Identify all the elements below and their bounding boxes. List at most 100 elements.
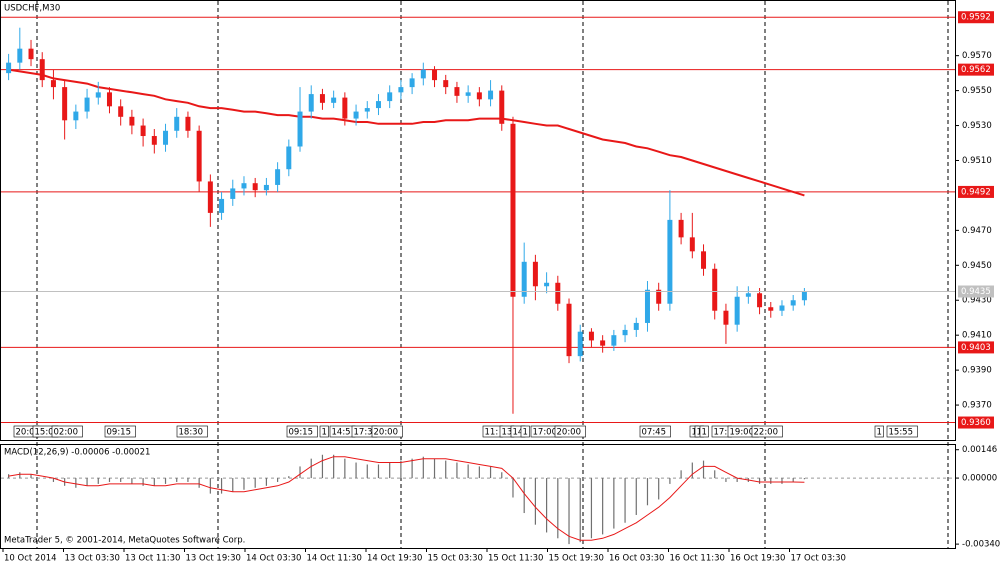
candle-body [555, 282, 561, 304]
event-label: 15:0 [35, 428, 54, 438]
candle-body [801, 291, 807, 301]
candle-body [140, 125, 146, 137]
level-label: 0.9492 [961, 187, 991, 197]
candle-body [521, 261, 527, 297]
event-label: 20:0 [16, 428, 35, 438]
candle-body [39, 59, 45, 81]
y-tick-label: 0.9430 [962, 296, 992, 306]
level-label: 0.9360 [961, 418, 991, 428]
x-tick-label: 16 Oct 03:30 [609, 554, 664, 564]
event-label: 14 [513, 428, 524, 438]
x-tick-label: 15 Oct 03:30 [428, 554, 483, 564]
event-label-box [886, 425, 918, 438]
event-label: 1 [702, 428, 707, 438]
footer: MetaTrader 5, © 2001-2014, MetaQuotes So… [4, 536, 245, 546]
x-tick-label: 14 Oct 11:30 [307, 554, 362, 564]
candle-body [50, 80, 56, 88]
candle-body [62, 87, 68, 121]
macd-title: MACD(12,26,9) -0.00006 -0.00021 [4, 448, 150, 458]
y-tick-label: 0.9550 [962, 86, 992, 96]
candle-body [308, 94, 314, 112]
candle-body [185, 116, 191, 131]
candle-body [84, 97, 90, 112]
event-label: 20:00 [374, 428, 399, 438]
event-label-box [874, 425, 884, 438]
candle-body [319, 94, 325, 103]
moving-average [8, 68, 805, 197]
x-tick-label: 13 Oct 11:30 [125, 554, 180, 564]
candle-body [409, 78, 415, 88]
event-label: 02:00 [54, 428, 79, 438]
event-label: 1 [692, 428, 697, 438]
current-price-label: 0.9435 [961, 287, 991, 297]
candle-body [6, 62, 12, 74]
candle-body [723, 310, 729, 325]
signal-line [8, 456, 805, 541]
candle-body [644, 289, 650, 323]
event-label: 1 [523, 428, 528, 438]
candle-body [633, 322, 639, 330]
y-tick-label: 0.9510 [962, 156, 992, 166]
event-label-box [371, 425, 403, 438]
candle-body [129, 116, 135, 126]
event-label-box [751, 425, 783, 438]
x-tick-label: 16 Oct 11:30 [670, 554, 725, 564]
event-label: 09:15 [107, 428, 132, 438]
candle-body [73, 111, 79, 121]
event-label: 22:00 [754, 428, 779, 438]
candle-body [297, 111, 303, 147]
event-label: 14:5 [332, 428, 351, 438]
event-label: 18:30 [179, 428, 204, 438]
level-label-box [958, 185, 994, 198]
level-label-box [958, 341, 994, 354]
event-label: 1 [322, 428, 327, 438]
event-label-box [286, 425, 318, 438]
candle-body [757, 293, 763, 308]
candle-body [734, 296, 740, 325]
candle-body [286, 146, 292, 170]
candle-body [331, 97, 337, 103]
x-tick-label: 14 Oct 19:30 [367, 554, 422, 564]
level-label: 0.9562 [961, 65, 991, 75]
y-tick-label: 0.9410 [962, 331, 992, 341]
candle-body [398, 87, 404, 93]
y-tick-label: 0.9390 [962, 366, 992, 376]
current-price-box [958, 285, 994, 298]
event-label-box [520, 425, 530, 438]
candle-body [544, 282, 550, 287]
event-label: 17:00 [533, 428, 558, 438]
event-label-box [176, 425, 208, 438]
candle-body [252, 183, 258, 191]
chart-title: USDCHF,M30 [4, 4, 60, 14]
candle-body [678, 219, 684, 238]
candle-body [476, 92, 482, 100]
event-label: 1 [877, 428, 882, 438]
candle-body [118, 106, 124, 117]
candle-body [622, 329, 628, 336]
event-label: 11: [485, 428, 499, 438]
candle-body [28, 48, 34, 60]
candle-body [443, 80, 449, 88]
candle-body [499, 90, 505, 124]
candle-body [342, 97, 348, 119]
level-label: 0.9403 [961, 343, 991, 353]
candle-body [241, 183, 247, 189]
candle-body [768, 307, 774, 311]
y-tick-label: 0.9450 [962, 261, 992, 271]
candle-body [95, 92, 101, 98]
candle-body [611, 335, 617, 346]
y-tick-label: 0.9470 [962, 226, 992, 236]
x-tick-label: 16 Oct 19:30 [730, 554, 785, 564]
x-tick-label: 15 Oct 11:30 [488, 554, 543, 564]
event-label-box [51, 425, 83, 438]
candle-body [387, 92, 393, 102]
event-label: 09:15 [289, 428, 314, 438]
event-label-box [104, 425, 136, 438]
candle-body [689, 237, 695, 252]
event-label-box [554, 425, 586, 438]
candle-body [701, 251, 707, 269]
level-label-box [958, 63, 994, 76]
candle-body [353, 111, 359, 119]
candle-body [588, 331, 594, 341]
